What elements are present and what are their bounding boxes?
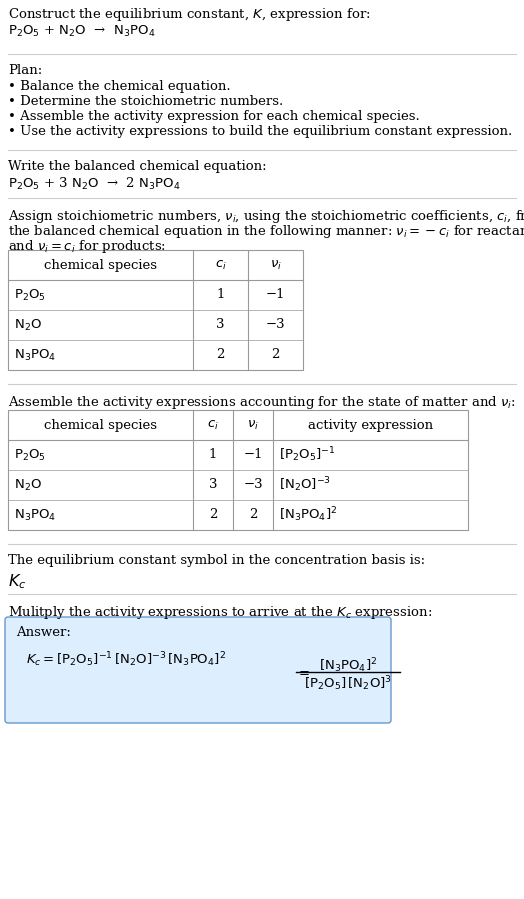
Text: $\mathrm{[N_2O]}^{-3}$: $\mathrm{[N_2O]}^{-3}$ (279, 476, 331, 494)
Text: • Balance the chemical equation.: • Balance the chemical equation. (8, 80, 231, 93)
Text: The equilibrium constant symbol in the concentration basis is:: The equilibrium constant symbol in the c… (8, 554, 425, 567)
Text: chemical species: chemical species (44, 419, 157, 432)
Text: −1: −1 (266, 289, 285, 301)
Text: Construct the equilibrium constant, $K$, expression for:: Construct the equilibrium constant, $K$,… (8, 6, 370, 23)
Text: 3: 3 (209, 478, 217, 492)
FancyBboxPatch shape (5, 617, 391, 723)
Text: $\mathrm{P_2O_5}$: $\mathrm{P_2O_5}$ (14, 288, 46, 303)
Text: $\nu_i$: $\nu_i$ (269, 258, 281, 271)
Text: 2: 2 (216, 349, 225, 361)
Text: $\mathrm{N_3PO_4}$: $\mathrm{N_3PO_4}$ (14, 347, 56, 362)
Text: $\mathrm{N_2O}$: $\mathrm{N_2O}$ (14, 317, 42, 333)
Text: $\mathrm{[N_3PO_4]}^2$: $\mathrm{[N_3PO_4]}^2$ (319, 656, 377, 675)
Text: $\mathrm{[N_3PO_4]}^2$: $\mathrm{[N_3PO_4]}^2$ (279, 505, 337, 524)
Text: • Assemble the activity expression for each chemical species.: • Assemble the activity expression for e… (8, 110, 420, 123)
Text: $c_i$: $c_i$ (207, 418, 219, 432)
Text: Answer:: Answer: (16, 626, 71, 639)
Text: $K_c = \mathrm{[P_2O_5]}^{-1}\,\mathrm{[N_2O]}^{-3}\,\mathrm{[N_3PO_4]}^{2}$: $K_c = \mathrm{[P_2O_5]}^{-1}\,\mathrm{[… (26, 650, 226, 669)
Text: $c_i$: $c_i$ (215, 258, 226, 271)
Text: Plan:: Plan: (8, 64, 42, 77)
Bar (8, 410, 468, 530)
Text: $\mathrm{[P_2O_5]}\,\mathrm{[N_2O]}^3$: $\mathrm{[P_2O_5]}\,\mathrm{[N_2O]}^3$ (304, 674, 392, 693)
Text: $\mathrm{N_2O}$: $\mathrm{N_2O}$ (14, 477, 42, 493)
Text: • Determine the stoichiometric numbers.: • Determine the stoichiometric numbers. (8, 95, 283, 108)
Text: $=$: $=$ (296, 665, 310, 679)
Text: 2: 2 (249, 509, 257, 521)
Text: • Use the activity expressions to build the equilibrium constant expression.: • Use the activity expressions to build … (8, 125, 512, 138)
Text: $\mathrm{P_2O_5}$ + $\mathrm{N_2O}$  →  $\mathrm{N_3PO_4}$: $\mathrm{P_2O_5}$ + $\mathrm{N_2O}$ → $\… (8, 24, 156, 39)
Text: $\mathrm{P_2O_5}$ + 3 $\mathrm{N_2O}$  →  2 $\mathrm{N_3PO_4}$: $\mathrm{P_2O_5}$ + 3 $\mathrm{N_2O}$ → … (8, 176, 181, 192)
Text: −3: −3 (243, 478, 263, 492)
Text: $\nu_i$: $\nu_i$ (247, 418, 259, 432)
Text: activity expression: activity expression (308, 419, 433, 432)
Text: $\mathrm{N_3PO_4}$: $\mathrm{N_3PO_4}$ (14, 507, 56, 522)
Text: −1: −1 (243, 449, 263, 461)
Text: 3: 3 (216, 318, 225, 332)
Text: and $\nu_i = c_i$ for products:: and $\nu_i = c_i$ for products: (8, 238, 166, 255)
Text: $\mathrm{P_2O_5}$: $\mathrm{P_2O_5}$ (14, 448, 46, 463)
Text: 2: 2 (209, 509, 217, 521)
Text: chemical species: chemical species (44, 259, 157, 271)
Text: 2: 2 (271, 349, 280, 361)
Text: Write the balanced chemical equation:: Write the balanced chemical equation: (8, 160, 267, 173)
Bar (8, 250, 303, 370)
Text: 1: 1 (209, 449, 217, 461)
Text: Assemble the activity expressions accounting for the state of matter and $\nu_i$: Assemble the activity expressions accoun… (8, 394, 516, 411)
Text: 1: 1 (216, 289, 225, 301)
Text: $\mathrm{[P_2O_5]}^{-1}$: $\mathrm{[P_2O_5]}^{-1}$ (279, 446, 335, 465)
Text: the balanced chemical equation in the following manner: $\nu_i = -c_i$ for react: the balanced chemical equation in the fo… (8, 223, 524, 240)
Text: Assign stoichiometric numbers, $\nu_i$, using the stoichiometric coefficients, $: Assign stoichiometric numbers, $\nu_i$, … (8, 208, 524, 225)
Text: Mulitply the activity expressions to arrive at the $K_c$ expression:: Mulitply the activity expressions to arr… (8, 604, 432, 621)
Text: $K_c$: $K_c$ (8, 572, 26, 591)
Text: −3: −3 (266, 318, 285, 332)
